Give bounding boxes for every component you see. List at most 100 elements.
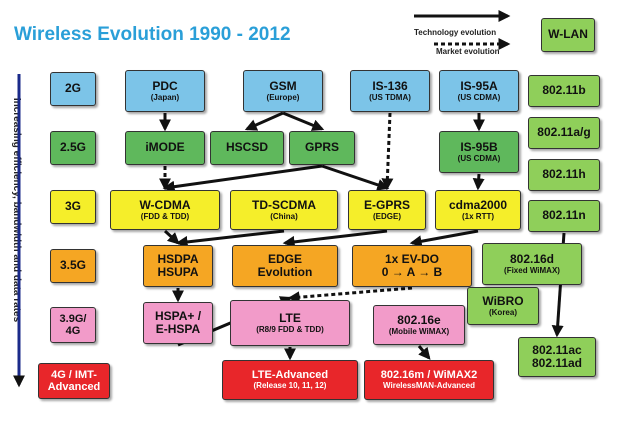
page-title: Wireless Evolution 1990 - 2012 (14, 24, 291, 45)
tech-name: E-GPRS (363, 197, 410, 212)
tech-ev-do-box: 1x EV-DO 0 → A → B (352, 245, 472, 287)
link-ev-do-to-lte (287, 286, 413, 304)
tech-e-gprs-box: E-GPRS (EDGE) (348, 190, 426, 230)
tech-gsm-box: GSM (Europe) (243, 70, 323, 112)
tech-is-136-box: IS-136 (US TDMA) (350, 70, 430, 112)
link-gsm-to-gprs (282, 111, 325, 131)
tech-802-11n-box: 802.11n (528, 200, 600, 232)
tech-name: 802.16m / WiMAX2 (380, 369, 478, 382)
tech-gprs-box: GPRS (289, 131, 355, 165)
link-gprs-to-e-gprs (321, 164, 390, 191)
tech-name: iMODE (145, 140, 185, 155)
tech-name-line2: 0 → A → B (381, 265, 443, 279)
tech-subtitle: WirelessMAN-Advanced (383, 381, 475, 391)
tech-name: TD-SCDMA (252, 197, 316, 212)
tech-subtitle: (US TDMA) (369, 92, 411, 102)
tech-802-16e-box: 802.16e (Mobile WiMAX) (373, 305, 465, 345)
tech-name: HSDPA (157, 251, 199, 266)
generation-label: 3.9G/ (59, 312, 87, 325)
tech-is-95b-box: IS-95B (US CDMA) (439, 131, 519, 173)
tech-name: EDGE (267, 251, 302, 266)
tech-name: GPRS (304, 140, 339, 155)
tech-name: WiBRO (482, 293, 524, 308)
tech-subtitle: (FDD & TDD) (140, 211, 190, 221)
gen-2g-box: 2G (50, 72, 96, 106)
tech-lte-box: LTE (R8/9 FDD & TDD) (230, 300, 350, 346)
gen-3-9g-box: 3.9G/4G (50, 307, 96, 343)
tech-name-line2: 802.11ad (531, 356, 583, 370)
tech-name: 802.11ac (532, 342, 582, 357)
tech-802-11ag-box: 802.11a/g (528, 117, 600, 149)
tech-name: 802.11b (542, 83, 586, 98)
link-td-scdma-to-hsdpa (175, 229, 285, 248)
link-is-136-to-e-gprs (381, 112, 394, 191)
gen-3g-box: 3G (50, 190, 96, 224)
gen-3-5g-box: 3.5G (50, 249, 96, 283)
tech-name-line2: Evolution (257, 265, 313, 279)
tech-802-11ac-box: 802.11ac 802.11ad (518, 337, 596, 377)
tech-subtitle: (Release 10, 11, 12) (253, 381, 327, 391)
gen-2-5g-box: 2.5G (50, 131, 96, 165)
tech-w-cdma-box: W-CDMA (FDD & TDD) (110, 190, 220, 230)
tech-subtitle: (Mobile WiMAX) (388, 326, 450, 336)
tech-edge-evolution-box: EDGE Evolution (232, 245, 338, 287)
tech-hscsd-box: HSCSD (210, 131, 284, 165)
gen-4g-box: 4G / IMT- Advanced (38, 363, 110, 399)
tech-w-lan-box: W-LAN (541, 18, 595, 52)
tech-802-11h-box: 802.11h (528, 159, 600, 191)
tech-name: GSM (269, 78, 297, 93)
tech-name-line2: HSUPA (157, 265, 199, 279)
tech-subtitle: (Fixed WiMAX) (504, 265, 560, 275)
tech-name: 802.16d (509, 251, 555, 266)
tech-name: W-LAN (548, 27, 588, 42)
tech-subtitle: (US CDMA) (457, 153, 501, 163)
tech-name: IS-95B (460, 139, 498, 154)
link-is-95b-to-cdma2000 (472, 173, 485, 191)
tech-wibro-box: WiBRO (Korea) (467, 287, 539, 325)
tech-802-16m-box: 802.16m / WiMAX2 WirelessMAN-Advanced (364, 360, 494, 400)
tech-name: W-CDMA (139, 197, 191, 212)
generation-label: 4G / IMT- (51, 368, 97, 381)
tech-hspa-plus-box: HSPA+ / E-HSPA (143, 302, 213, 344)
tech-is-95a-box: IS-95A (US CDMA) (439, 70, 519, 112)
legend-market-label: Market evolution (436, 47, 500, 56)
tech-name: LTE (279, 310, 301, 325)
generation-label: 2G (64, 81, 81, 96)
tech-subtitle: (Europe) (266, 92, 300, 102)
tech-subtitle: (Korea) (488, 307, 517, 317)
generation-label: 4G (65, 325, 81, 337)
tech-subtitle: (1x RTT) (462, 211, 494, 221)
tech-name: LTE-Advanced (251, 369, 329, 382)
tech-subtitle: (Japan) (150, 92, 180, 102)
tech-cdma2000-box: cdma2000 (1x RTT) (435, 190, 521, 230)
tech-name-line2: E-HSPA (155, 322, 201, 336)
tech-hsdpa-box: HSDPA HSUPA (143, 245, 213, 287)
tech-td-scdma-box: TD-SCDMA (China) (230, 190, 338, 230)
tech-subtitle: (R8/9 FDD & TDD) (256, 324, 324, 334)
link-cdma2000-to-ev-do (409, 229, 479, 248)
tech-802-16d-box: 802.16d (Fixed WiMAX) (482, 243, 582, 285)
tech-name: 802.11n (542, 208, 586, 223)
link-gprs-to-w-cdma (162, 164, 323, 193)
tech-name: 802.11h (542, 167, 586, 182)
tech-name: 802.16e (397, 312, 441, 327)
tech-name: IS-95A (460, 78, 498, 93)
tech-subtitle: (China) (270, 211, 298, 221)
tech-pdc-box: PDC (Japan) (125, 70, 205, 112)
tech-name: PDC (152, 78, 178, 93)
link-gsm-to-hscsd (244, 111, 284, 131)
tech-subtitle: (EDGE) (373, 211, 401, 221)
tech-lte-advanced-box: LTE-Advanced (Release 10, 11, 12) (222, 360, 358, 400)
generation-label: 2.5G (59, 140, 86, 155)
tech-name: cdma2000 (448, 197, 508, 212)
tech-name: IS-136 (372, 78, 408, 93)
tech-name: HSPA+ / (154, 308, 202, 323)
tech-name: 802.11a/g (537, 125, 591, 140)
tech-802-11b-box: 802.11b (528, 75, 600, 107)
generation-label: 3.5G (59, 258, 86, 273)
link-802-16e-to-802-16m (417, 345, 431, 360)
link-e-gprs-to-edge-evolution (282, 229, 388, 248)
tech-subtitle: (US CDMA) (457, 92, 501, 102)
generation-label: Advanced (47, 381, 101, 393)
